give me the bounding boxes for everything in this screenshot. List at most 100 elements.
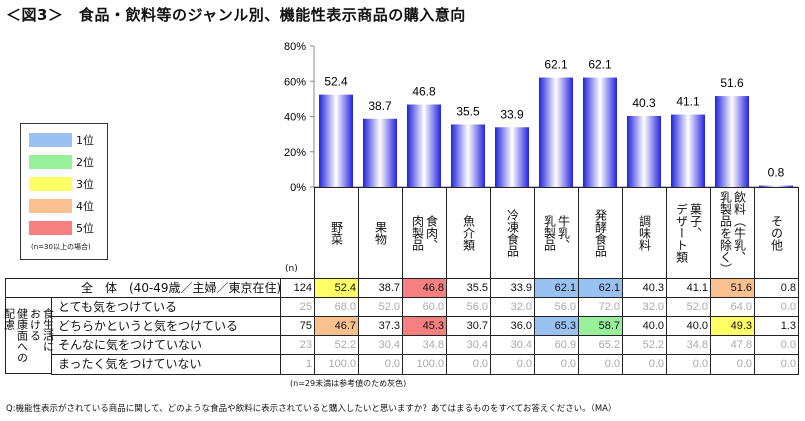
data-label: 52.4 <box>324 75 348 89</box>
bar <box>583 77 617 187</box>
y-tick-label: 20% <box>284 147 306 159</box>
table-cell: 38.7 <box>358 278 403 298</box>
bar <box>407 104 441 187</box>
table-cell: 30.4 <box>446 335 491 355</box>
legend-swatch <box>29 133 72 147</box>
data-label: 38.7 <box>368 99 392 113</box>
table-cell: 36.0 <box>490 316 535 336</box>
table-cell: 30.7 <box>446 316 491 336</box>
category-label: 食肉、 肉製品 <box>410 215 439 251</box>
table-cell: 35.5 <box>446 278 491 298</box>
bar-chart: 0% 20% 40% 60% 80% 52.4 38.7 46.8 35.5 33.9 62.1 62… <box>284 41 798 194</box>
n-value: 25 <box>280 297 315 317</box>
data-label: 62.1 <box>588 58 612 72</box>
legend-swatch <box>29 199 72 213</box>
table-cell: 40.3 <box>622 278 667 298</box>
legend-label: 2位 <box>76 156 94 169</box>
legend-label: 1位 <box>76 134 94 147</box>
category-header: 野菜 <box>314 187 359 279</box>
table-cell: 65.3 <box>534 316 579 336</box>
category-header: 果物 <box>358 187 403 279</box>
bar <box>495 127 529 187</box>
table-cell: 56.0 <box>534 297 579 317</box>
bar <box>451 124 485 187</box>
table-cell: 0.0 <box>754 354 799 375</box>
row-label: どちらかというと気をつけている <box>51 316 281 336</box>
data-label: 40.3 <box>632 96 656 110</box>
legend-swatch <box>29 155 72 169</box>
table-cell: 32.0 <box>490 297 535 317</box>
category-label: 野菜 <box>329 221 344 245</box>
row-label: とても気をつけている <box>51 297 281 317</box>
y-tick-label: 60% <box>284 76 306 88</box>
table-cell: 0.0 <box>666 354 711 375</box>
bar <box>715 96 749 187</box>
category-label: その他 <box>769 215 784 251</box>
table-cell: 72.0 <box>578 297 623 317</box>
table-cell: 32.0 <box>622 297 667 317</box>
legend-item: 3位 <box>29 176 94 192</box>
legend-label: 4位 <box>76 200 94 213</box>
category-label: 飲料（牛乳、 乳製品を除く） <box>718 191 747 275</box>
legend-note: (n=30以上の場合) <box>31 243 91 251</box>
table-cell: 52.0 <box>358 297 403 317</box>
table-cell: 100.0 <box>402 354 447 375</box>
table-cell: 46.7 <box>314 316 359 336</box>
table-cell: 0.0 <box>622 354 667 375</box>
category-label: 菓子、 デザート類 <box>674 203 703 263</box>
data-label: 35.5 <box>456 104 480 118</box>
category-label: 魚介類 <box>461 215 476 251</box>
table-cell: 56.0 <box>446 297 491 317</box>
table-cell: 33.9 <box>490 278 535 298</box>
n-value: 124 <box>280 278 315 298</box>
table-cell: 0.0 <box>490 354 535 375</box>
table-cell: 62.1 <box>578 278 623 298</box>
category-header: 冷凍食品 <box>490 187 535 279</box>
bar <box>627 115 661 187</box>
data-label: 0.8 <box>768 166 785 180</box>
health-consideration-label: 食生活に おける 健康面への 配慮 <box>3 297 55 374</box>
row-label: そんなに気をつけていない <box>51 335 281 355</box>
table-cell: 34.8 <box>402 335 447 355</box>
table-cell: 65.2 <box>578 335 623 355</box>
table-cell: 37.3 <box>358 316 403 336</box>
table-cell: 52.2 <box>314 335 359 355</box>
legend-item: 5位 <box>29 220 94 236</box>
category-label: 発酵食品 <box>593 209 608 257</box>
n-header: (n) <box>285 264 298 274</box>
category-header: 飲料（牛乳、 乳製品を除く） <box>710 187 755 279</box>
row-label: まったく気をつけていない <box>51 354 281 375</box>
question-note: Q:機能性表示がされている商品に関して、どのような食品や飲料に表示されていると購… <box>6 404 617 414</box>
table-cell: 51.6 <box>710 278 755 298</box>
n-value: 23 <box>280 335 315 355</box>
table-cell: 47.8 <box>710 335 755 355</box>
table-cell: 0.0 <box>710 354 755 375</box>
table-cell: 49.3 <box>710 316 755 336</box>
table-cell: 0.0 <box>578 354 623 375</box>
table-cell: 34.8 <box>666 335 711 355</box>
legend-swatch <box>29 221 72 235</box>
table-cell: 1.3 <box>754 316 799 336</box>
table-cell: 52.2 <box>622 335 667 355</box>
table-cell: 46.8 <box>402 278 447 298</box>
y-tick-label: 0% <box>290 182 306 194</box>
legend-label: 5位 <box>76 222 94 235</box>
table-cell: 100.0 <box>314 354 359 375</box>
table-cell: 30.4 <box>358 335 403 355</box>
data-label: 46.8 <box>412 85 436 99</box>
category-header: 調味料 <box>622 187 667 279</box>
table-cell: 0.0 <box>534 354 579 375</box>
category-header: 魚介類 <box>446 187 491 279</box>
bar <box>539 77 573 187</box>
table-cell: 0.0 <box>358 354 403 375</box>
legend-item: 4位 <box>29 198 94 214</box>
table-cell: 52.0 <box>666 297 711 317</box>
legend-label: 3位 <box>76 178 94 191</box>
category-header: 食肉、 肉製品 <box>402 187 447 279</box>
table-cell: 68.0 <box>314 297 359 317</box>
category-label: 牛乳、 乳製品 <box>542 215 571 251</box>
n-value: 1 <box>280 354 315 375</box>
category-label: 冷凍食品 <box>505 209 520 257</box>
table-cell: 41.1 <box>666 278 711 298</box>
data-label: 33.9 <box>500 107 524 121</box>
